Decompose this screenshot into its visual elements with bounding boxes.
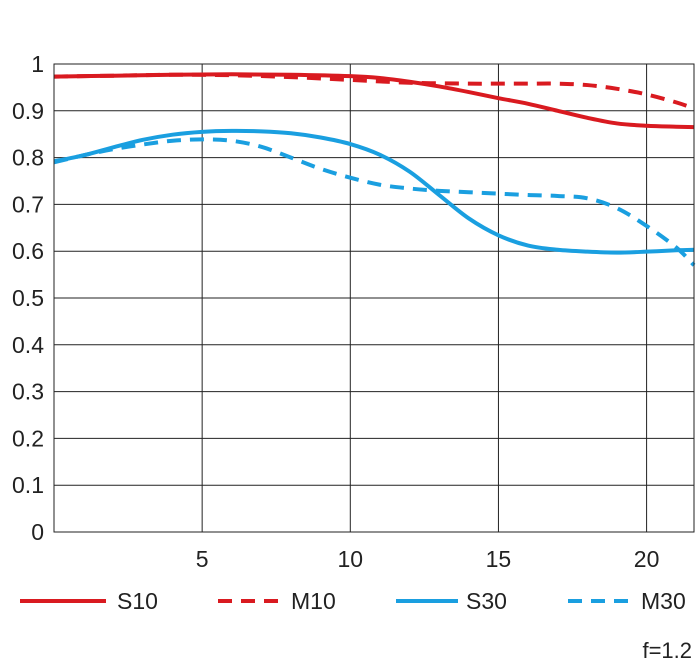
y-tick-label: 0.1 <box>12 472 44 498</box>
aperture-annotation: f=1.2 <box>642 638 692 663</box>
y-tick-labels: 0 0.1 0.2 0.3 0.4 0.5 0.6 0.7 0.8 0.9 1 <box>12 51 44 545</box>
legend-item-s30: S30 <box>396 588 507 614</box>
grid <box>54 64 694 532</box>
y-tick-label: 0.9 <box>12 98 44 124</box>
plot-frame <box>53 63 695 533</box>
x-tick-label: 10 <box>337 546 363 572</box>
legend: S10 M10 S30 M30 <box>20 588 686 614</box>
series-line-m30 <box>53 137 696 267</box>
x-tick-label: 20 <box>634 546 660 572</box>
legend-label: S10 <box>117 588 158 614</box>
y-tick-label: 0 <box>31 519 44 545</box>
legend-label: S30 <box>466 588 507 614</box>
x-tick-label: 15 <box>486 546 512 572</box>
legend-item-m10: M10 <box>218 588 336 614</box>
series-line-m10 <box>53 72 695 111</box>
y-tick-label: 0.5 <box>12 285 44 311</box>
series-line-s10 <box>53 72 695 130</box>
legend-item-m30: M30 <box>568 588 686 614</box>
legend-label: M30 <box>641 588 686 614</box>
x-tick-labels: 5 10 15 20 <box>196 546 660 572</box>
legend-label: M10 <box>291 588 336 614</box>
y-tick-label: 0.2 <box>12 425 44 451</box>
y-tick-label: 1 <box>31 51 44 77</box>
series-lines <box>53 72 696 267</box>
y-tick-label: 0.7 <box>12 191 44 217</box>
y-tick-label: 0.4 <box>12 332 44 358</box>
series-line-s30 <box>53 128 695 255</box>
y-tick-label: 0.3 <box>12 379 44 405</box>
y-tick-label: 0.6 <box>12 238 44 264</box>
y-tick-label: 0.8 <box>12 145 44 171</box>
legend-item-s10: S10 <box>20 588 158 614</box>
x-tick-label: 5 <box>196 546 209 572</box>
